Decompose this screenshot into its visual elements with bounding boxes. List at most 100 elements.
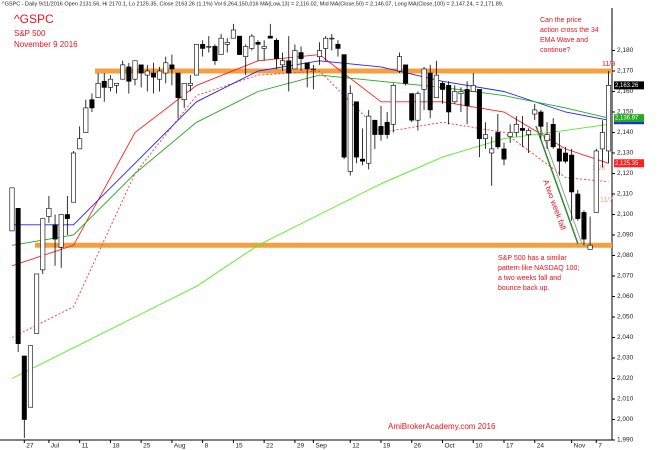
candle-body: [427, 72, 433, 111]
candle-body: [452, 91, 458, 103]
candle-body: [181, 83, 187, 101]
candle-body: [353, 101, 359, 158]
candle-body: [526, 130, 532, 135]
price-tag: [614, 159, 644, 168]
y-tick-label: 2,050: [617, 314, 634, 321]
candle-body: [464, 89, 470, 107]
candle-body: [169, 64, 175, 70]
question: Can the price action cross the 34 EMA Wa…: [540, 17, 599, 54]
candle-body: [415, 93, 421, 121]
x-tick-label: Aug: [174, 443, 186, 450]
y-tick-label: 2,040: [617, 334, 634, 341]
moving-average: [11, 123, 609, 379]
candle-body: [286, 60, 292, 74]
x-tick-label: Jul: [51, 443, 60, 450]
y-tick-label: 2,160: [617, 88, 634, 95]
watermark: AmiBrokerAcademy.com 2016: [388, 422, 496, 431]
candle-body: [21, 355, 27, 420]
candle-body: [606, 85, 612, 152]
candle-body: [9, 187, 15, 232]
candle-body: [273, 39, 279, 60]
candle-body: [323, 37, 329, 49]
candle-body: [562, 152, 568, 162]
candle-body: [27, 345, 33, 408]
candle-body: [58, 214, 64, 248]
candle-body: [593, 150, 599, 213]
y-tick-label: 2,100: [617, 211, 634, 218]
candle-body: [378, 126, 384, 135]
candle-body: [372, 119, 378, 135]
candle-body: [581, 212, 587, 240]
y-tick-label: 2,070: [617, 273, 634, 280]
x-tick-label: 10: [475, 443, 483, 450]
candle-body: [120, 64, 126, 80]
candle-body: [200, 44, 206, 49]
candle-body: [107, 78, 113, 88]
y-tick-label: 2,150: [617, 109, 634, 116]
candle-body: [458, 91, 464, 94]
candle-body: [556, 148, 562, 162]
candle-body: [83, 107, 89, 133]
x-tick-label: Sep: [315, 443, 327, 450]
y-tick-label: 2,010: [617, 396, 634, 403]
candle-body: [292, 50, 298, 70]
candle-body: [384, 121, 390, 135]
moving-average: [11, 74, 609, 246]
question-line: Can the price: [540, 17, 582, 24]
candle-body: [470, 85, 476, 92]
candle-body: [89, 99, 95, 109]
candle-body: [409, 93, 415, 121]
candle-body: [40, 218, 46, 271]
candle-body: [495, 132, 501, 148]
header: ^GSPC - Daily 9/11/2016 Open 2131.56, Hi…: [2, 1, 504, 7]
candle-body: [550, 124, 556, 148]
x-tick-label: Nov: [574, 443, 586, 450]
day-label: 11/7: [600, 197, 613, 204]
candle-body: [249, 35, 255, 49]
candle-body: [187, 83, 193, 86]
candle-body: [206, 46, 212, 48]
candle-body: [243, 46, 249, 57]
candle-body: [329, 37, 335, 40]
note: S&P 500 has a similar pattern like NASDA…: [498, 255, 579, 292]
candle-body: [599, 132, 605, 150]
candle-body: [194, 44, 200, 76]
candle-body: [212, 46, 218, 62]
x-tick-label: 8: [205, 443, 209, 450]
x-tick-label: 7: [598, 443, 602, 450]
y-tick-label: 2,090: [617, 232, 634, 239]
candle-body: [101, 80, 107, 88]
candle-body: [230, 29, 236, 39]
candle-body: [519, 128, 525, 131]
x-tick-label: 18: [112, 443, 120, 450]
chart-title: ^GSPC: [14, 12, 54, 26]
candle-body: [144, 70, 150, 76]
x-tick-label: 24: [537, 443, 545, 450]
day-label: 11/9: [602, 61, 615, 68]
candle-body: [439, 83, 445, 90]
candle-body: [34, 273, 40, 334]
candle-body: [569, 154, 575, 193]
y-tick-label: 2,000: [617, 416, 634, 423]
moving-average: [11, 70, 609, 338]
candle-body: [476, 89, 482, 139]
question-line: action cross the 34: [540, 27, 599, 34]
candle-body: [224, 41, 230, 45]
x-tick-label: 11: [82, 443, 89, 450]
candle-body: [489, 148, 495, 154]
candle-body: [298, 52, 304, 59]
candle-body: [587, 244, 593, 250]
y-tick-label: 2,140: [617, 129, 634, 136]
question-line: EMA Wave and: [540, 37, 588, 44]
price-tag-label: 2,163.26: [615, 83, 639, 89]
candle-body: [163, 62, 169, 74]
candle-body: [15, 208, 21, 344]
candle-body: [310, 68, 316, 71]
candle-body: [77, 138, 83, 150]
note-line: S&P 500 has a similar: [498, 255, 567, 262]
candle-body: [433, 74, 439, 98]
candle-body: [366, 115, 372, 164]
date: November 9 2016: [14, 40, 78, 49]
y-tick-label: 2,020: [617, 375, 634, 382]
